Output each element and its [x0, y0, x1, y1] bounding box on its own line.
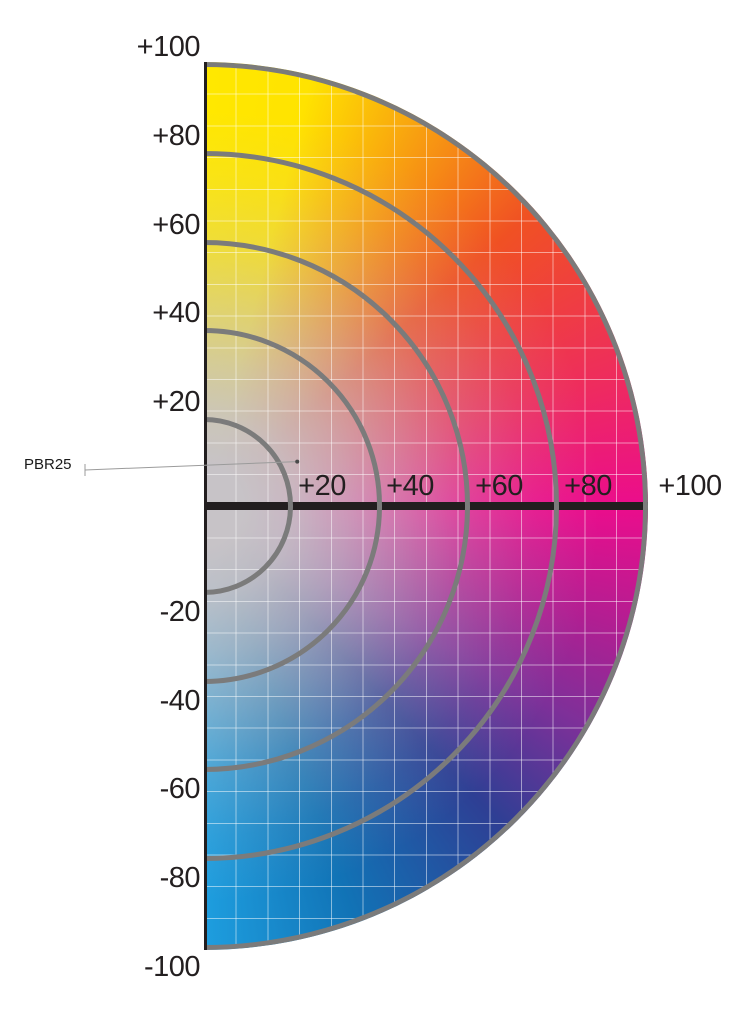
- a-axis-tick-label: +100: [658, 470, 722, 502]
- b-axis-tick-label: +60: [152, 209, 200, 241]
- annotation-label-pbr25: PBR25: [24, 456, 72, 473]
- b-axis-tick-label: -100: [143, 951, 201, 983]
- b-axis-tick-label: +40: [152, 297, 200, 329]
- b-axis-line: [204, 62, 207, 950]
- b-axis-tick-label: +20: [152, 386, 200, 418]
- a-axis-tick-label: +60: [475, 470, 523, 502]
- a-axis-tick-label: +20: [298, 470, 346, 502]
- a-axis-tick-label: +80: [564, 470, 612, 502]
- color-semicircle: [204, 62, 648, 950]
- a-axis-tick-label: +40: [386, 470, 434, 502]
- b-axis-tick-label: +80: [152, 120, 200, 152]
- b-axis-tick-label: -80: [159, 862, 201, 894]
- b-axis-tick-label: +100: [136, 31, 201, 63]
- b-axis-tick-label: -20: [159, 596, 201, 628]
- b-axis-tick-label: -60: [159, 773, 201, 805]
- b-axis-tick-label: -40: [159, 685, 201, 717]
